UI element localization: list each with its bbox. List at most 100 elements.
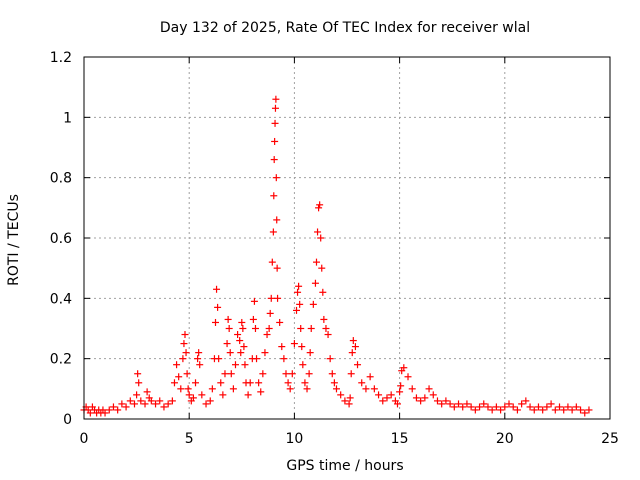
data-point — [315, 204, 323, 212]
data-point — [134, 370, 142, 378]
data-point — [417, 397, 425, 405]
data-point — [328, 370, 336, 378]
data-point — [459, 403, 467, 411]
data-point — [299, 361, 307, 369]
y-tick-label: 0 — [63, 412, 72, 428]
data-point — [330, 379, 338, 387]
data-point — [263, 331, 271, 339]
data-point — [326, 355, 334, 363]
data-point — [526, 403, 534, 411]
data-point — [484, 403, 492, 411]
data-point — [505, 400, 513, 408]
data-point — [273, 216, 281, 224]
x-tick-label: 5 — [185, 431, 194, 447]
data-point — [206, 397, 214, 405]
data-point — [143, 388, 151, 396]
data-point — [316, 201, 324, 209]
data-point — [305, 370, 313, 378]
data-point — [294, 288, 302, 296]
data-point — [227, 370, 235, 378]
data-point — [312, 258, 320, 266]
data-point — [488, 406, 496, 414]
data-point — [547, 400, 555, 408]
data-point — [309, 300, 317, 308]
y-tick-label: 0.2 — [50, 352, 72, 368]
y-tick-label: 1.2 — [50, 50, 72, 66]
data-point — [141, 400, 149, 408]
data-point — [383, 394, 391, 402]
data-point — [358, 379, 366, 387]
data-point — [314, 228, 322, 236]
data-point — [509, 403, 517, 411]
data-point — [379, 397, 387, 405]
data-point — [387, 391, 395, 399]
data-point — [319, 288, 327, 296]
data-points — [80, 95, 593, 417]
data-point — [362, 385, 370, 393]
data-point — [267, 294, 275, 302]
data-point — [215, 355, 223, 363]
chart-title: Day 132 of 2025, Rate Of TEC Index for r… — [160, 20, 530, 36]
data-point — [572, 403, 580, 411]
data-point — [307, 325, 315, 332]
data-point — [271, 137, 279, 145]
data-point — [349, 337, 357, 345]
data-point — [492, 403, 500, 411]
data-point — [231, 361, 239, 369]
data-point — [301, 379, 309, 387]
data-point — [175, 373, 183, 381]
data-point — [396, 388, 404, 396]
data-point — [177, 385, 185, 393]
data-point — [152, 400, 160, 408]
data-point — [196, 361, 204, 369]
data-point — [320, 315, 328, 323]
data-point — [147, 397, 155, 405]
data-point — [346, 394, 354, 402]
data-point — [202, 400, 210, 408]
data-point — [189, 394, 197, 402]
x-tick-label: 25 — [601, 431, 619, 447]
data-point — [522, 397, 530, 405]
x-axis-label: GPS time / hours — [286, 458, 403, 474]
data-point — [224, 315, 232, 323]
data-point — [425, 385, 433, 393]
data-point — [184, 385, 192, 393]
data-point — [195, 349, 203, 357]
data-point — [198, 391, 206, 399]
data-point — [239, 325, 247, 332]
data-point — [375, 391, 383, 399]
data-point — [244, 391, 252, 399]
data-point — [276, 318, 284, 326]
data-point — [208, 385, 216, 393]
data-point — [192, 379, 200, 387]
data-point — [284, 379, 292, 387]
data-point — [282, 370, 290, 378]
data-point — [421, 394, 429, 402]
data-point — [181, 331, 189, 339]
data-point — [217, 379, 225, 387]
x-tick-label: 20 — [496, 431, 514, 447]
data-point — [130, 400, 138, 408]
x-tick-label: 0 — [80, 431, 89, 447]
data-point — [450, 403, 458, 411]
data-point — [463, 400, 471, 408]
data-point — [412, 394, 420, 402]
data-point — [351, 343, 359, 351]
data-point — [255, 379, 263, 387]
data-point — [234, 331, 242, 339]
data-point — [446, 400, 454, 408]
data-point — [429, 391, 437, 399]
y-axis-label: ROTI / TECUs — [6, 194, 22, 286]
data-point — [280, 355, 288, 363]
data-point — [261, 349, 269, 357]
data-point — [534, 403, 542, 411]
data-point — [257, 388, 265, 396]
data-point — [137, 397, 145, 405]
data-point — [173, 361, 181, 369]
data-point — [219, 391, 227, 399]
data-point — [476, 403, 484, 411]
data-point — [270, 156, 278, 164]
data-point — [311, 279, 319, 287]
